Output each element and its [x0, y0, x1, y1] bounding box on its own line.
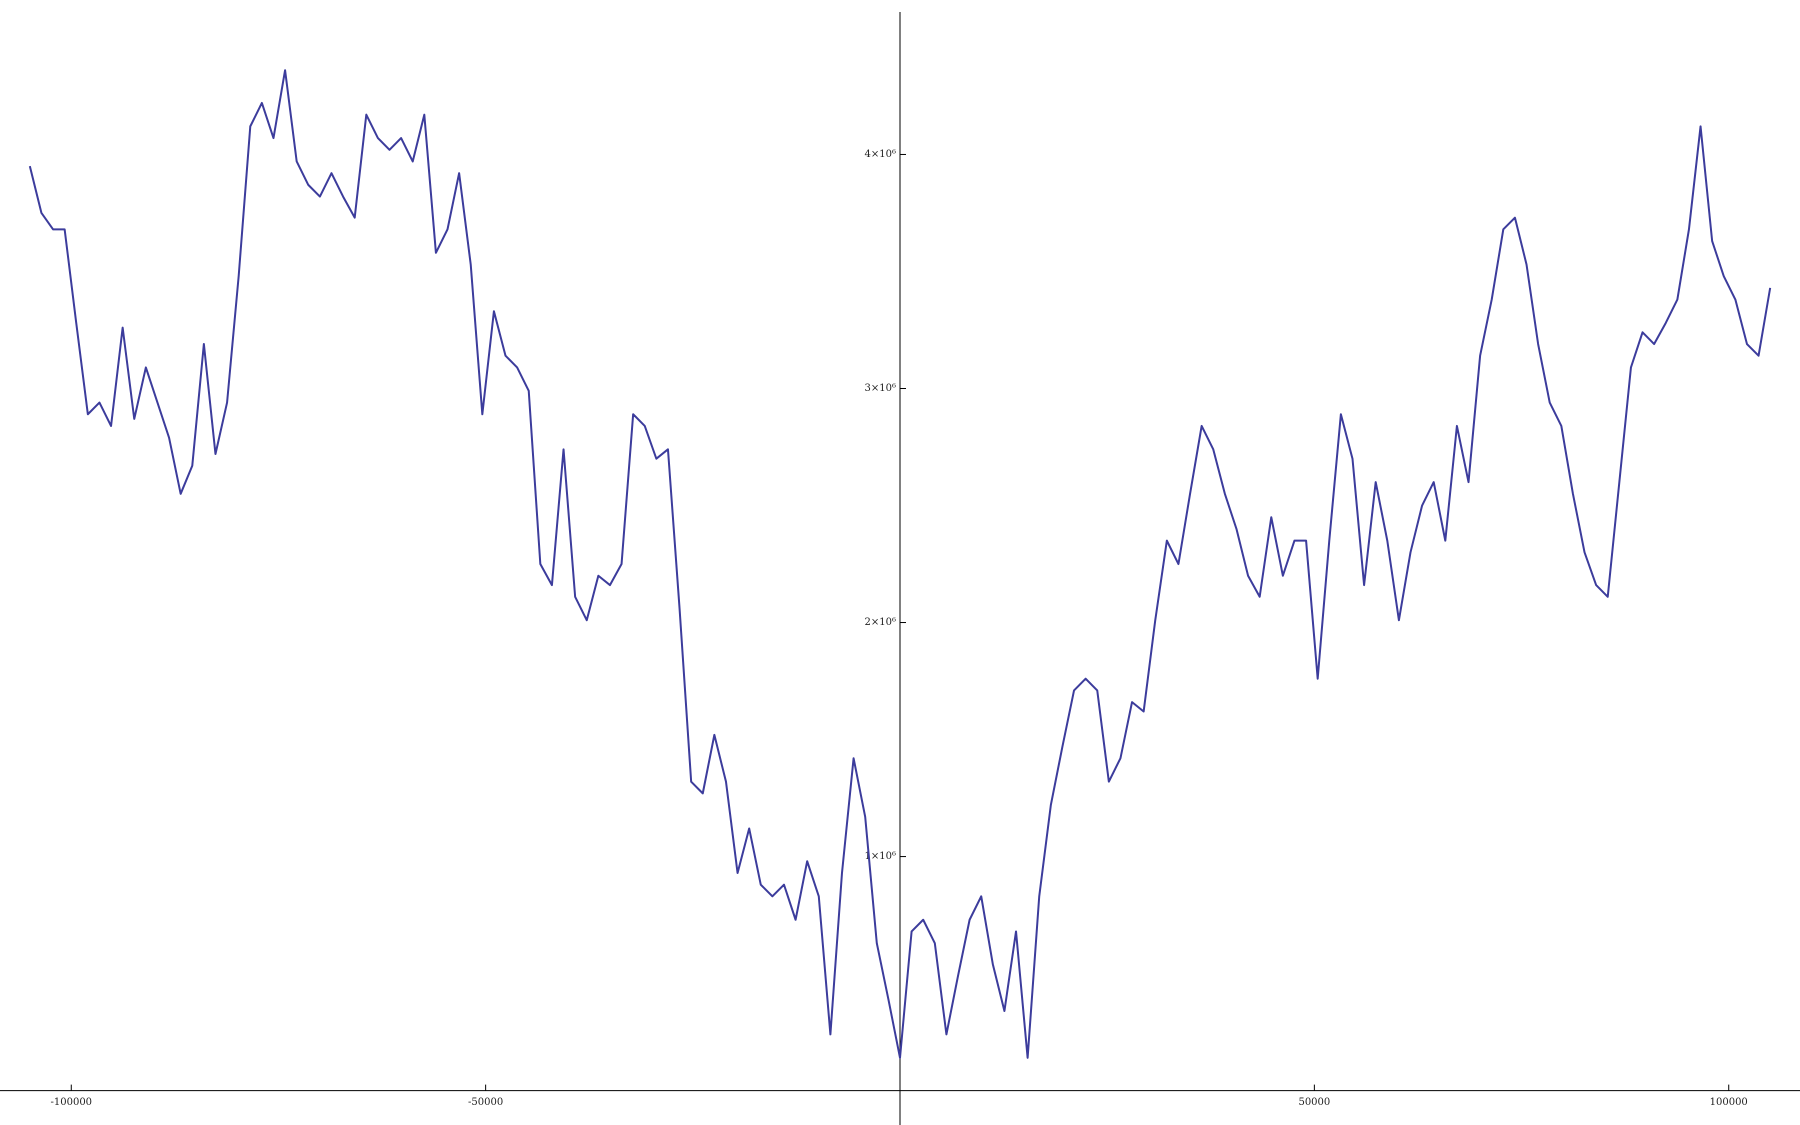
y-tick-label: 4×10⁶ [865, 149, 896, 160]
x-tick-label: 50000 [1298, 1097, 1330, 1108]
x-tick-label: -100000 [50, 1097, 92, 1108]
y-tick-label: 3×10⁶ [865, 383, 896, 394]
x-tick-label: -50000 [468, 1097, 503, 1108]
y-tick-label: 2×10⁶ [865, 617, 896, 628]
data-line [28, 69, 1772, 1059]
y-tick-label: 1×10⁶ [865, 851, 896, 862]
x-tick-label: 100000 [1710, 1097, 1748, 1108]
